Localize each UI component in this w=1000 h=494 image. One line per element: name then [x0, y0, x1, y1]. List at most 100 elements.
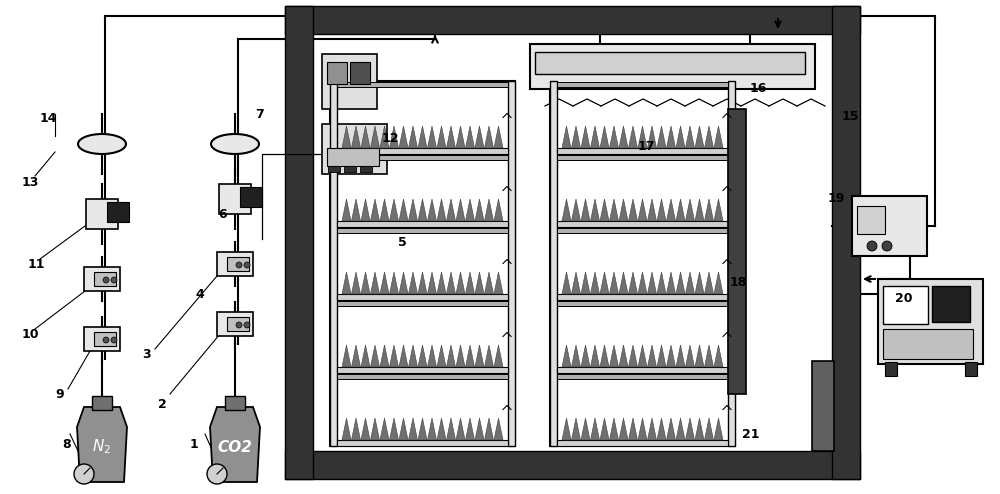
Circle shape	[244, 322, 250, 328]
Text: 10: 10	[22, 328, 40, 340]
Polygon shape	[600, 199, 609, 221]
Polygon shape	[399, 418, 408, 440]
Polygon shape	[380, 272, 389, 294]
Polygon shape	[371, 418, 380, 440]
Polygon shape	[456, 418, 465, 440]
Polygon shape	[342, 272, 351, 294]
Polygon shape	[647, 345, 656, 367]
Text: 3: 3	[142, 347, 151, 361]
Polygon shape	[676, 199, 685, 221]
Text: 7: 7	[255, 108, 264, 121]
Polygon shape	[647, 418, 656, 440]
Bar	[557, 440, 728, 446]
Polygon shape	[466, 126, 475, 148]
Circle shape	[236, 262, 242, 268]
Bar	[812, 361, 834, 451]
Polygon shape	[685, 345, 694, 367]
Text: 11: 11	[28, 257, 46, 271]
Polygon shape	[600, 345, 609, 367]
Polygon shape	[695, 126, 704, 148]
Text: 16: 16	[750, 82, 767, 95]
Bar	[530, 44, 815, 89]
Polygon shape	[685, 272, 694, 294]
Circle shape	[103, 277, 109, 283]
Bar	[330, 81, 337, 446]
Bar	[832, 6, 860, 479]
Polygon shape	[581, 345, 590, 367]
Polygon shape	[456, 199, 465, 221]
Polygon shape	[399, 272, 408, 294]
Bar	[557, 294, 728, 300]
Polygon shape	[581, 418, 590, 440]
Polygon shape	[361, 418, 370, 440]
Bar	[94, 332, 116, 346]
Bar	[557, 367, 728, 373]
Polygon shape	[685, 126, 694, 148]
Polygon shape	[695, 199, 704, 221]
Bar	[557, 148, 728, 154]
Circle shape	[74, 464, 94, 484]
Text: 8: 8	[62, 438, 71, 451]
Polygon shape	[475, 126, 484, 148]
Polygon shape	[572, 199, 580, 221]
Polygon shape	[704, 418, 713, 440]
Polygon shape	[409, 199, 418, 221]
Polygon shape	[342, 199, 351, 221]
Polygon shape	[695, 418, 704, 440]
Bar	[965, 362, 977, 376]
Polygon shape	[638, 199, 647, 221]
Polygon shape	[399, 199, 408, 221]
Text: 5: 5	[398, 236, 407, 248]
Bar	[225, 396, 245, 410]
Bar	[557, 155, 728, 160]
Bar	[107, 202, 129, 222]
Polygon shape	[676, 418, 685, 440]
Polygon shape	[628, 272, 637, 294]
Bar	[337, 221, 508, 227]
Bar	[878, 279, 983, 364]
Text: 19: 19	[828, 193, 845, 206]
Text: CO2: CO2	[218, 440, 252, 454]
Polygon shape	[600, 272, 609, 294]
Polygon shape	[657, 199, 666, 221]
Text: 1: 1	[190, 438, 199, 451]
Bar	[337, 440, 508, 446]
Bar	[322, 124, 387, 174]
Polygon shape	[714, 126, 723, 148]
Polygon shape	[409, 345, 418, 367]
Polygon shape	[380, 126, 389, 148]
Polygon shape	[437, 345, 446, 367]
Bar	[557, 374, 728, 379]
Polygon shape	[590, 126, 599, 148]
Polygon shape	[485, 126, 494, 148]
Polygon shape	[572, 345, 580, 367]
Polygon shape	[210, 407, 260, 482]
Circle shape	[111, 277, 117, 283]
Bar	[883, 286, 928, 324]
Polygon shape	[666, 418, 675, 440]
Polygon shape	[685, 199, 694, 221]
Polygon shape	[647, 126, 656, 148]
Polygon shape	[399, 345, 408, 367]
Ellipse shape	[211, 134, 259, 154]
Polygon shape	[390, 272, 399, 294]
Polygon shape	[714, 418, 723, 440]
Circle shape	[236, 322, 242, 328]
Polygon shape	[494, 272, 503, 294]
Polygon shape	[466, 199, 475, 221]
Polygon shape	[609, 418, 618, 440]
Polygon shape	[619, 418, 628, 440]
Polygon shape	[77, 407, 127, 482]
Polygon shape	[342, 418, 351, 440]
Polygon shape	[628, 418, 637, 440]
Bar	[285, 6, 313, 479]
Circle shape	[882, 241, 892, 251]
Bar	[557, 301, 728, 306]
Polygon shape	[695, 345, 704, 367]
Text: 14: 14	[40, 113, 58, 125]
Polygon shape	[485, 418, 494, 440]
Bar	[852, 196, 927, 256]
Text: 20: 20	[895, 292, 912, 305]
Polygon shape	[657, 272, 666, 294]
Polygon shape	[409, 126, 418, 148]
